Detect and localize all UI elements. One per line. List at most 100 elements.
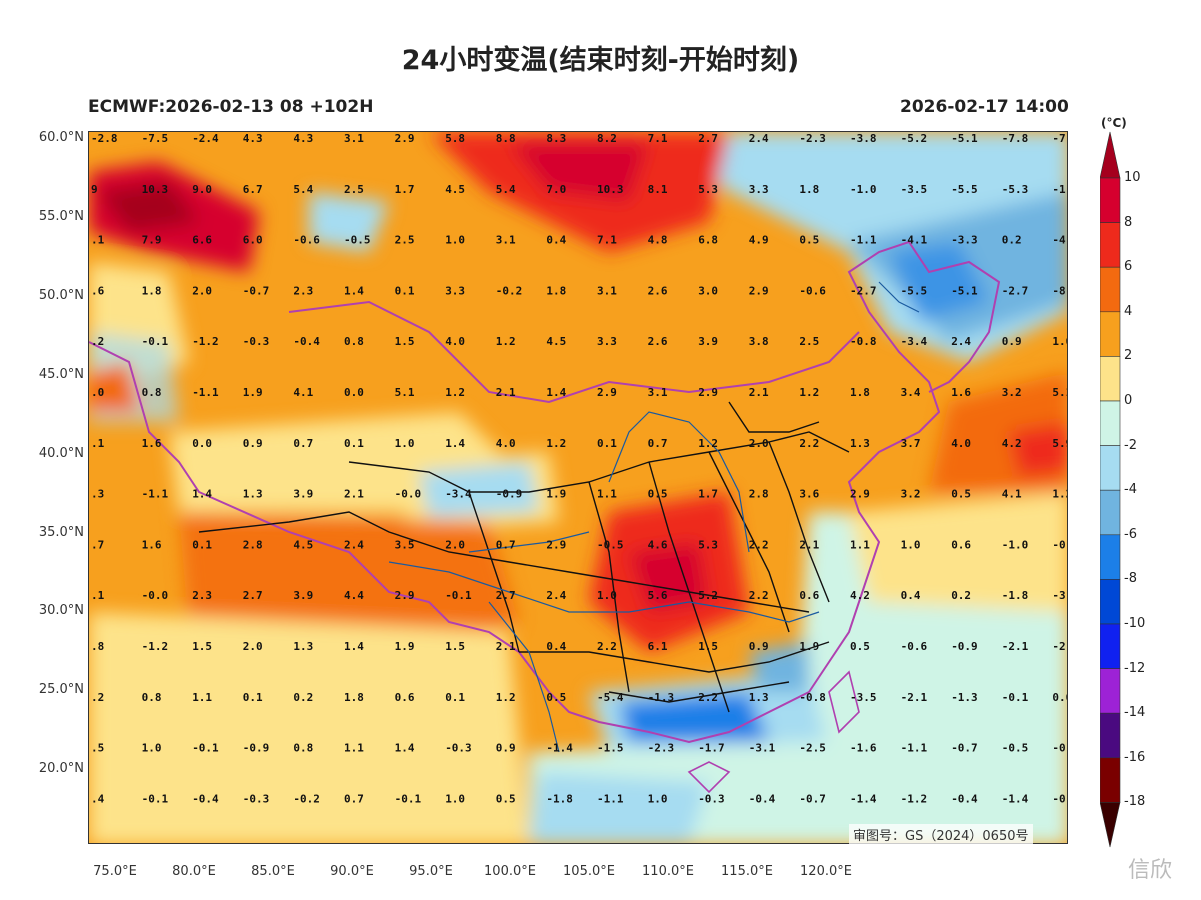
- grid-value-r3-c11: 2.6: [648, 284, 668, 297]
- grid-value-r1-c6: 1.7: [395, 183, 415, 196]
- grid-value-r2-c0: .1: [91, 234, 105, 247]
- grid-value-r13-c13: -0.4: [749, 792, 776, 805]
- grid-value-r11-c11: -1.3: [648, 691, 675, 704]
- grid-value-r12-c13: -3.1: [749, 742, 776, 755]
- grid-value-r13-c1: -0.1: [142, 792, 169, 805]
- grid-value-r11-c3: 0.1: [243, 691, 263, 704]
- grid-value-r6-c8: 4.0: [496, 437, 516, 450]
- lon-tick-95: 95.0°E: [409, 864, 453, 879]
- boundaries: [89, 240, 1001, 794]
- grid-value-r6-c3: 0.9: [243, 437, 263, 450]
- lon-tick-90: 90.0°E: [330, 864, 374, 879]
- grid-value-r13-c0: .4: [91, 792, 105, 805]
- grid-value-r12-c1: 1.0: [142, 742, 162, 755]
- grid-value-r12-c0: .5: [91, 742, 104, 755]
- grid-value-r10-c14: 1.9: [799, 640, 819, 653]
- grid-value-r0-c5: 3.1: [344, 132, 364, 145]
- grid-value-r4-c9: 4.5: [546, 335, 566, 348]
- grid-value-r3-c10: 3.1: [597, 284, 617, 297]
- grid-value-r11-c5: 1.8: [344, 691, 364, 704]
- grid-value-r12-c9: -1.4: [546, 742, 573, 755]
- legend-label-14: -18: [1124, 794, 1146, 810]
- grid-value-r1-c13: 3.3: [749, 183, 769, 196]
- grid-value-r2-c2: 6.6: [192, 234, 212, 247]
- grid-value-r4-c3: -0.3: [243, 335, 269, 348]
- grid-value-r13-c6: -0.1: [395, 792, 422, 805]
- grid-value-r12-c17: -0.7: [951, 742, 978, 755]
- legend-label-1: 8: [1124, 214, 1133, 230]
- grid-value-r7-c14: 3.6: [799, 488, 819, 501]
- grid-value-r0-c12: 2.7: [698, 132, 718, 145]
- grid-value-r0-c4: 4.3: [293, 132, 313, 145]
- grid-value-r6-c13: 2.0: [749, 437, 769, 450]
- grid-value-r11-c10: -5.4: [597, 691, 624, 704]
- grid-value-r6-c0: .1: [91, 437, 105, 450]
- grid-value-r0-c6: 2.9: [395, 132, 415, 145]
- grid-value-r11-c14: -0.8: [799, 691, 826, 704]
- legend-label-2: 6: [1124, 259, 1133, 275]
- grid-value-r13-c14: -0.7: [799, 792, 826, 805]
- legend-label-4: 2: [1124, 348, 1133, 364]
- grid-value-r4-c19: 1.0: [1052, 335, 1068, 348]
- grid-value-r6-c7: 1.4: [445, 437, 465, 450]
- grid-value-r10-c15: 0.5: [850, 640, 870, 653]
- grid-value-r0-c10: 8.2: [597, 132, 617, 145]
- grid-value-r5-c16: 3.4: [901, 386, 921, 399]
- grid-value-r2-c19: -4.2: [1052, 234, 1068, 247]
- grid-value-r0-c19: -7.5: [1052, 132, 1068, 145]
- legend-swatch-13: [1100, 712, 1121, 759]
- grid-value-r13-c12: -0.3: [698, 792, 725, 805]
- grid-value-r9-c0: .1: [91, 589, 105, 602]
- grid-value-r6-c14: 2.2: [799, 437, 819, 450]
- grid-value-r2-c5: -0.5: [344, 234, 371, 247]
- grid-value-r12-c8: 0.9: [496, 742, 516, 755]
- grid-value-r2-c15: -1.1: [850, 234, 877, 247]
- grid-value-r10-c8: 2.1: [496, 640, 516, 653]
- grid-value-r8-c17: 0.6: [951, 538, 971, 551]
- grid-value-r7-c2: 1.4: [192, 488, 212, 501]
- grid-value-r10-c6: 1.9: [395, 640, 415, 653]
- grid-value-r3-c18: -2.7: [1002, 284, 1029, 297]
- legend-swatch-7: [1100, 445, 1121, 491]
- grid-value-r5-c6: 5.1: [395, 386, 415, 399]
- legend-swatch-8: [1100, 489, 1121, 536]
- grid-value-r10-c4: 1.3: [293, 640, 313, 653]
- grid-value-r3-c5: 1.4: [344, 284, 364, 297]
- temperature-change-map[interactable]: -2.8 -7.5 -2.4 4.3 4.3 3.1 2.9 5.8 8.8 8.3 8.2 7.1 2…: [88, 131, 1068, 844]
- grid-value-r1-c7: 4.5: [445, 183, 465, 196]
- grid-value-r13-c16: -1.2: [901, 792, 928, 805]
- grid-value-r9-c15: 4.2: [850, 589, 870, 602]
- grid-value-r1-c17: -5.5: [951, 183, 978, 196]
- grid-value-r12-c16: -1.1: [901, 742, 928, 755]
- grid-value-r0-c17: -5.1: [951, 132, 978, 145]
- grid-value-r7-c16: 3.2: [901, 488, 921, 501]
- grid-value-r9-c16: 0.4: [901, 589, 921, 602]
- grid-value-r9-c10: 1.0: [597, 589, 617, 602]
- legend-label-13: -16: [1124, 749, 1146, 765]
- lon-tick-120: 120.0°E: [800, 864, 852, 879]
- grid-value-r3-c8: -0.2: [496, 284, 523, 297]
- grid-value-r4-c13: 3.8: [749, 335, 769, 348]
- grid-value-r12-c3: -0.9: [243, 742, 269, 755]
- grid-value-r13-c4: -0.2: [293, 792, 320, 805]
- grid-value-r12-c19: -0.0: [1052, 742, 1068, 755]
- grid-value-r7-c4: 3.9: [293, 488, 313, 501]
- grid-value-r7-c17: 0.5: [951, 488, 971, 501]
- grid-value-r10-c1: -1.2: [142, 640, 169, 653]
- grid-value-r13-c7: 1.0: [445, 792, 465, 805]
- grid-value-r2-c17: -3.3: [951, 234, 978, 247]
- grid-value-r1-c2: 9.0: [192, 183, 212, 196]
- legend-label-5: 0: [1124, 393, 1133, 408]
- grid-value-r9-c5: 4.4: [344, 589, 364, 602]
- grid-value-r8-c10: -0.5: [597, 538, 624, 551]
- grid-value-r8-c11: 4.6: [648, 538, 668, 551]
- grid-value-r0-c15: -3.8: [850, 132, 877, 145]
- map-canvas: -2.8 -7.5 -2.4 4.3 4.3 3.1 2.9 5.8 8.8 8.3 8.2 7.1 2…: [89, 132, 1068, 843]
- legend-label-9: -8: [1124, 571, 1137, 587]
- grid-value-r12-c7: -0.3: [445, 742, 472, 755]
- grid-value-r5-c14: 1.2: [799, 386, 819, 399]
- grid-value-r6-c1: 1.6: [142, 437, 162, 450]
- grid-value-r8-c4: 4.5: [293, 538, 313, 551]
- lon-tick-85: 85.0°E: [251, 864, 295, 879]
- grid-value-r1-c10: 10.3: [597, 183, 624, 196]
